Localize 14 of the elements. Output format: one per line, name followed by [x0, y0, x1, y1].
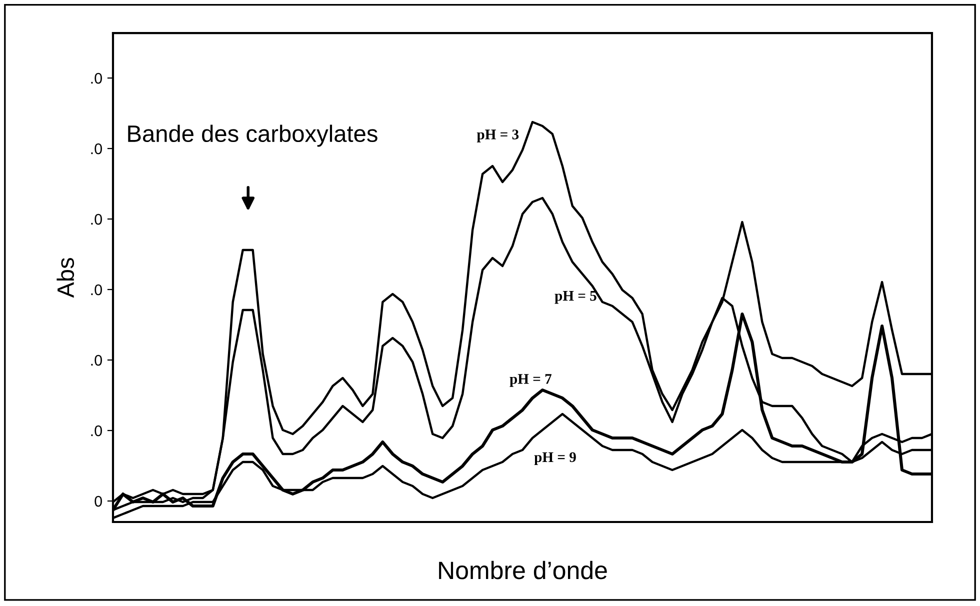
text: .0: [91, 284, 102, 296]
x-axis-title: Nombre d’onde: [439, 560, 607, 580]
text: .0: [91, 214, 102, 225]
text: .0: [91, 143, 102, 154]
series-label: pH = 7: [510, 374, 552, 387]
annotation: Bande des carboxylates: [128, 124, 378, 147]
y-axis-title: Abs: [56, 258, 74, 298]
series-label: pH = 9: [534, 452, 576, 466]
series-label: pH = 5: [554, 291, 596, 304]
text: .0: [91, 72, 102, 84]
text: .0: [91, 425, 102, 436]
text: .0: [91, 354, 102, 366]
text: 0: [94, 496, 102, 507]
series-label: pH = 3: [476, 130, 519, 142]
